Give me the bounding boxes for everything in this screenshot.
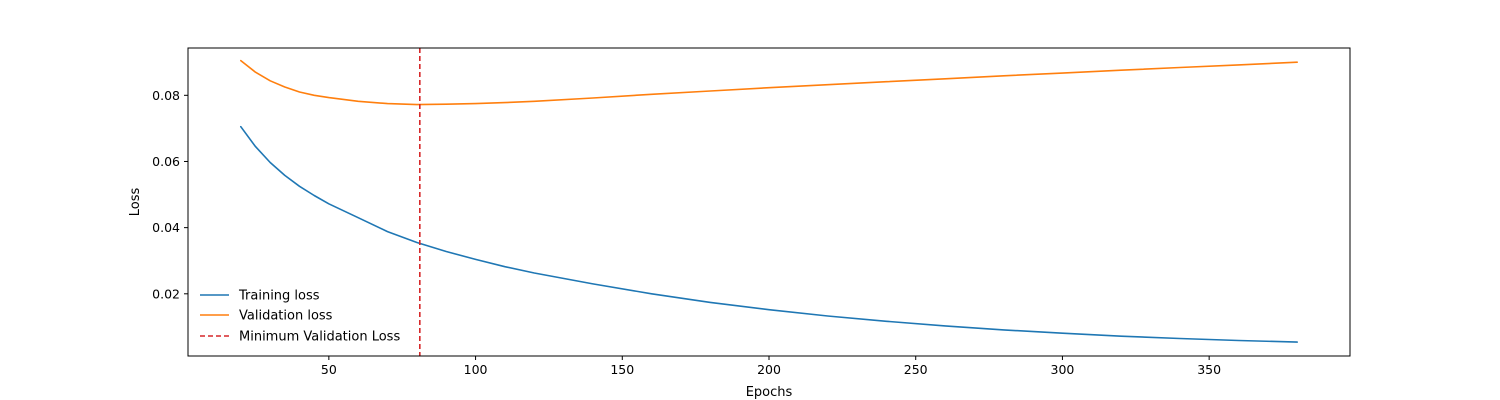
series-line-validation-loss <box>240 59 1298 106</box>
x-tick-label: 250 <box>904 362 928 377</box>
x-tick-label: 150 <box>610 362 634 377</box>
x-tick-label: 50 <box>321 362 337 377</box>
plot-area <box>188 48 1350 356</box>
legend-label-training-loss: Training loss <box>238 289 320 304</box>
x-axis-ticks: 50 100 150 200 250 300 350 <box>321 356 1221 377</box>
x-tick-label: 350 <box>1197 362 1221 377</box>
series-line-training-loss <box>240 125 1298 343</box>
series-layer <box>240 59 1298 343</box>
y-axis-label: Loss <box>128 188 143 217</box>
x-tick-label: 200 <box>757 362 781 377</box>
x-tick-label: 100 <box>464 362 488 377</box>
legend: Training loss Validation loss Minimum Va… <box>200 289 400 345</box>
legend-label-minimum-validation-loss: Minimum Validation Loss <box>239 330 400 345</box>
y-tick-label: 0.06 <box>152 154 180 169</box>
legend-label-validation-loss: Validation loss <box>239 309 333 324</box>
x-axis-label: Epochs <box>746 385 793 400</box>
y-tick-label: 0.02 <box>152 286 180 301</box>
y-tick-label: 0.08 <box>152 88 180 103</box>
x-tick-label: 300 <box>1051 362 1075 377</box>
y-tick-label: 0.04 <box>152 220 180 235</box>
y-axis-ticks: 0.02 0.04 0.06 0.08 <box>152 88 188 301</box>
